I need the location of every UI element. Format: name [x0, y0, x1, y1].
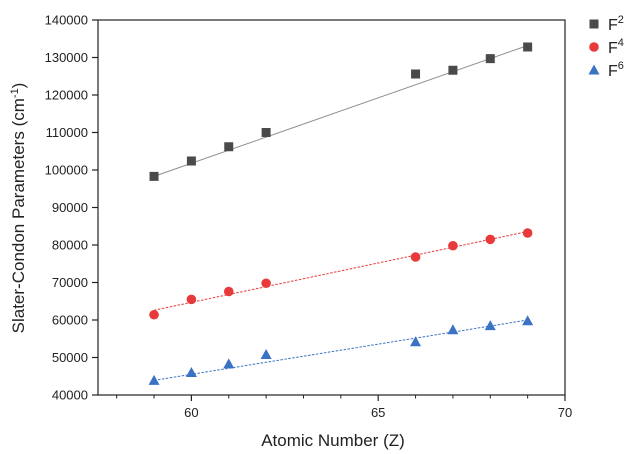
- fit-line-f2: [153, 45, 528, 177]
- point-f2: [448, 65, 458, 75]
- y-tick-label: 80000: [52, 238, 88, 253]
- point-f2: [186, 156, 196, 166]
- legend: F2 F4 F6: [588, 14, 624, 80]
- fit-line-f4: [153, 231, 528, 311]
- point-f2: [523, 42, 533, 52]
- point-f2: [411, 69, 421, 79]
- point-f6: [260, 349, 272, 359]
- point-f2: [224, 142, 234, 152]
- legend-label-f4: F4: [608, 37, 624, 57]
- point-f4: [223, 286, 234, 297]
- legend-label-f2: F2: [608, 14, 624, 34]
- data-points: [148, 42, 534, 385]
- point-f6: [410, 336, 422, 347]
- y-tick-label: 100000: [45, 163, 88, 178]
- fit-line-f6: [153, 319, 528, 381]
- x-tick-label: 60: [184, 405, 198, 420]
- fit-lines: [153, 45, 528, 381]
- y-tick-label: 120000: [45, 88, 88, 103]
- point-f6: [223, 358, 235, 369]
- legend-marker-f4: [589, 42, 599, 52]
- x-axis-title: Atomic Number (Z): [261, 431, 405, 450]
- y-tick-label: 140000: [45, 13, 88, 28]
- point-f2: [149, 171, 159, 181]
- y-tick-label: 130000: [45, 50, 88, 65]
- y-tick-label: 60000: [52, 313, 88, 328]
- y-axis-title: Slater-Condon Parameters (cm-1): [9, 83, 28, 334]
- point-f4: [186, 294, 197, 305]
- y-tick-label: 50000: [52, 350, 88, 365]
- point-f4: [485, 234, 496, 245]
- point-f6: [148, 374, 160, 385]
- point-f6: [185, 367, 197, 377]
- point-f2: [485, 54, 495, 64]
- y-tick-label: 110000: [46, 125, 88, 140]
- legend-marker-f6: [588, 64, 600, 75]
- point-f4: [410, 252, 421, 262]
- x-tick-label: 65: [371, 405, 385, 420]
- point-f4: [261, 278, 271, 289]
- point-f4: [149, 309, 159, 320]
- point-f6: [447, 324, 459, 335]
- point-f4: [448, 240, 458, 251]
- point-f6: [522, 315, 534, 326]
- point-f4: [522, 228, 533, 238]
- legend-label-f6: F6: [608, 60, 624, 80]
- y-tick-label: 40000: [52, 388, 88, 403]
- axes: 40000 50000 60000 70000 80000 90000 100000 1100…: [45, 13, 573, 421]
- legend-marker-f2: [589, 19, 599, 29]
- point-f6: [484, 320, 496, 331]
- x-tick-label: 70: [558, 405, 572, 420]
- plot-frame: [97, 19, 566, 396]
- y-tick-label: 90000: [52, 200, 88, 215]
- y-tick-label: 70000: [52, 275, 88, 290]
- point-f2: [261, 128, 271, 137]
